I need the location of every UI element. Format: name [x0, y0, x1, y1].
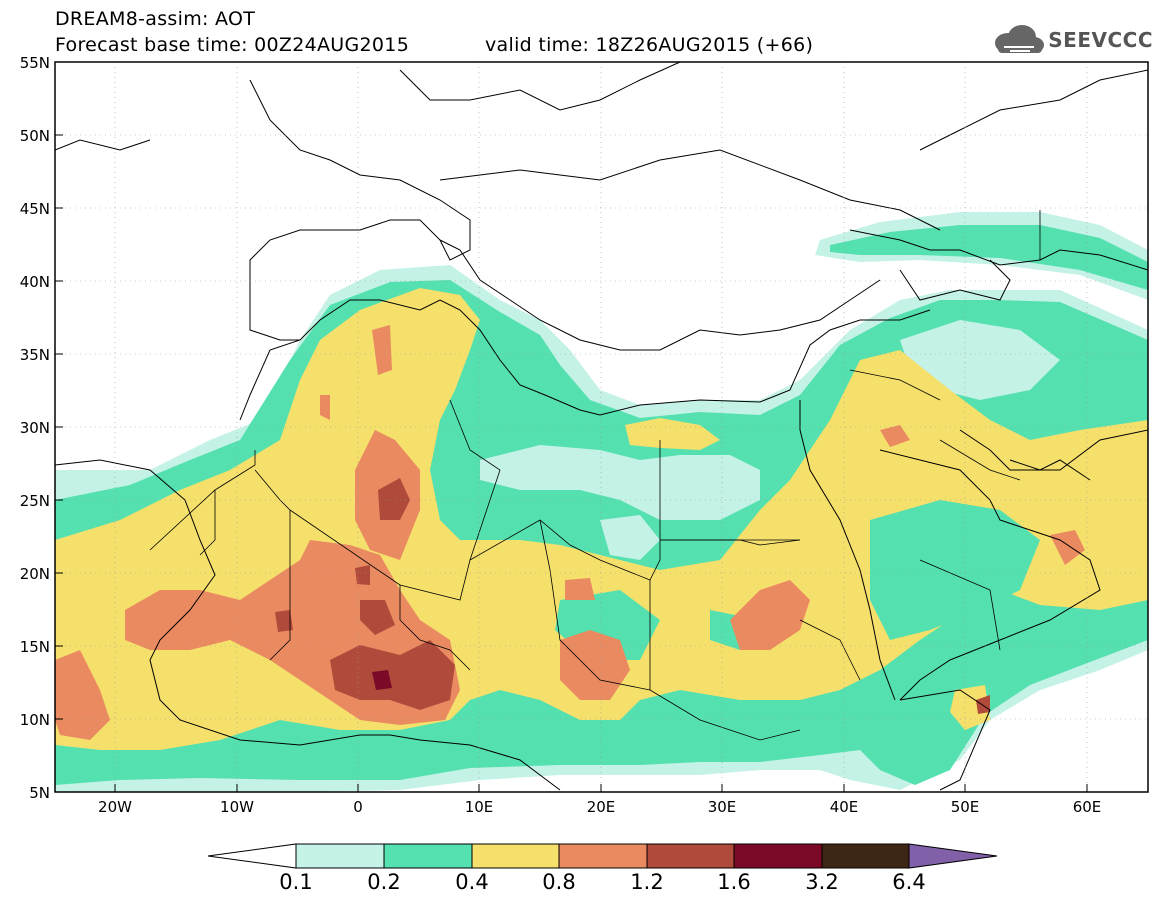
aot-field: [55, 62, 1148, 792]
colorbar-swatch: [383, 843, 473, 869]
cloud-icon: [995, 25, 1045, 53]
colorbar-label: 0.8: [542, 870, 576, 894]
colorbar-swatch: [558, 843, 648, 869]
gridlines: [55, 62, 1148, 792]
lon-label: 0: [353, 798, 363, 816]
lat-label: 15N: [20, 638, 50, 656]
colorbar-swatch: [821, 843, 910, 869]
lon-label: 40E: [830, 798, 859, 816]
valid-time: valid time: 18Z26AUG2015 (+66): [485, 34, 814, 56]
colorbar-swatch: [733, 843, 823, 869]
political-borders: [149, 210, 1041, 741]
lat-label: 5N: [29, 784, 50, 802]
lon-label: 60E: [1073, 798, 1102, 816]
colorbar-label: 6.4: [892, 870, 926, 894]
product-title: DREAM8-assim: AOT: [55, 8, 256, 30]
lat-label: 45N: [20, 200, 50, 218]
coastlines: [55, 62, 1148, 791]
lon-label: 10E: [465, 798, 494, 816]
colorbar-label: 0.4: [455, 870, 489, 894]
lat-label: 20N: [20, 565, 50, 583]
longitude-labels: 20W 10W 0 10E 20E 30E 40E 50E 60E: [98, 798, 1101, 816]
lat-label: 55N: [20, 54, 50, 72]
seevccc-logo: SEEVCCC: [990, 22, 1153, 58]
lon-label: 20E: [587, 798, 616, 816]
colorbar-label: 1.6: [717, 870, 751, 894]
colorbar-label: 1.2: [630, 870, 664, 894]
lon-label: 50E: [951, 798, 980, 816]
colorbar-swatch: [295, 843, 385, 869]
tick-marks: [55, 61, 1088, 793]
lat-label: 50N: [20, 127, 50, 145]
colorbar-swatch: [471, 843, 560, 869]
colorbar-over-triangle: [908, 843, 998, 869]
logo-text: SEEVCCC: [1048, 28, 1153, 52]
lat-label: 10N: [20, 711, 50, 729]
lat-label: 40N: [20, 273, 50, 291]
colorbar-label: 0.1: [279, 870, 313, 894]
colorbar-label: 3.2: [805, 870, 839, 894]
colorbar-under-triangle: [207, 843, 297, 869]
colorbar: [207, 843, 998, 869]
lon-label: 20W: [98, 798, 132, 816]
colorbar-swatch: [646, 843, 735, 869]
lon-label: 30E: [708, 798, 737, 816]
lat-label: 30N: [20, 419, 50, 437]
lon-label: 10W: [220, 798, 254, 816]
lat-label: 25N: [20, 492, 50, 510]
latitude-labels: 55N 50N 45N 40N 35N 30N 25N 20N 15N 10N …: [20, 54, 50, 802]
lat-label: 35N: [20, 346, 50, 364]
colorbar-label: 0.2: [367, 870, 401, 894]
forecast-base-time: Forecast base time: 00Z24AUG2015: [55, 34, 410, 56]
